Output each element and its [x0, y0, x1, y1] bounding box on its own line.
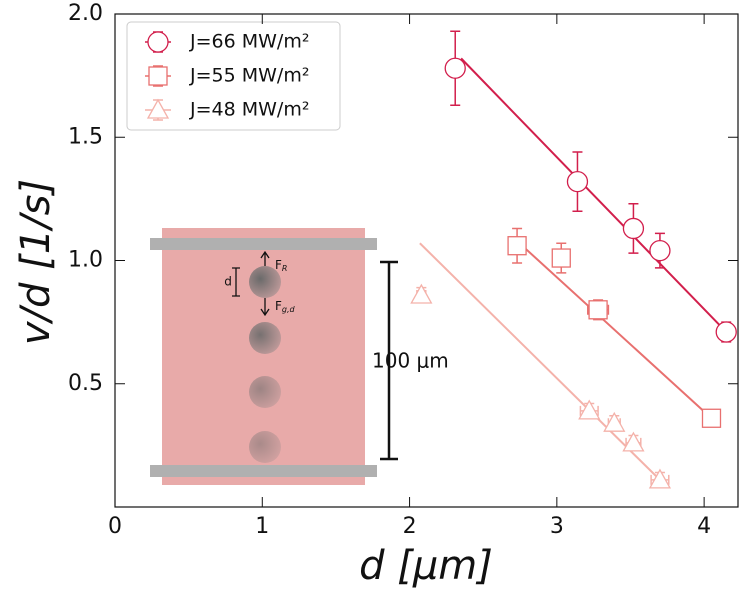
- force-label: FR: [275, 258, 287, 273]
- force-up: F: [275, 258, 282, 272]
- fit-line: [419, 242, 661, 481]
- x-tick-label: 2: [403, 514, 417, 539]
- point: [444, 57, 466, 79]
- point: [701, 408, 722, 428]
- y-tick-label: 1.0: [68, 248, 103, 273]
- point: [648, 468, 672, 489]
- y-tick-label: 1.5: [68, 124, 103, 149]
- particle: [249, 322, 281, 354]
- legend: J=66 MW/m² J=55 MW/m² J=48 MW/m²: [126, 21, 341, 131]
- scale-bar: [380, 260, 398, 461]
- particle: [249, 266, 281, 298]
- x-tick-label: 1: [255, 514, 269, 539]
- particle: [249, 376, 281, 408]
- legend-label: J=48 MW/m²: [189, 99, 309, 121]
- point: [578, 399, 601, 420]
- point: [147, 31, 169, 53]
- y-tick-label: 2.0: [68, 1, 103, 26]
- point: [148, 66, 168, 86]
- force-down: F: [275, 299, 282, 313]
- wall: [150, 238, 377, 250]
- inset: d FR Fg,d 100 μm: [150, 228, 449, 485]
- force-up-sub: R: [282, 264, 288, 273]
- legend-label: J=55 MW/m²: [189, 65, 309, 87]
- force-down-sub: g,d: [282, 305, 296, 314]
- point: [622, 431, 645, 452]
- force-arrows: [260, 250, 270, 317]
- force-label: Fg,d: [275, 299, 296, 314]
- fit-line: [513, 237, 713, 419]
- size-label: d: [224, 275, 232, 289]
- point: [649, 239, 671, 262]
- point: [507, 236, 527, 256]
- point: [603, 411, 626, 432]
- legend-label: J=66 MW/m²: [189, 31, 309, 53]
- scale-label: 100 μm: [372, 349, 449, 373]
- y-axis-label: v/d [1/s]: [13, 179, 59, 345]
- point: [566, 170, 589, 193]
- size-bracket: [232, 267, 240, 297]
- point: [551, 248, 571, 268]
- y-tick-label: 0.5: [68, 371, 103, 396]
- point: [715, 321, 737, 343]
- x-tick-label: 0: [108, 514, 122, 539]
- particle: [249, 431, 281, 463]
- point: [410, 283, 433, 304]
- legend-box: [126, 21, 341, 131]
- point: [588, 300, 608, 320]
- fit-line: [460, 57, 727, 333]
- point: [622, 217, 645, 240]
- x-tick-label: 4: [697, 514, 711, 539]
- x-axis-label: d [μm]: [359, 543, 493, 589]
- point: [146, 98, 170, 119]
- x-tick-label: 3: [550, 514, 564, 539]
- wall: [150, 465, 377, 477]
